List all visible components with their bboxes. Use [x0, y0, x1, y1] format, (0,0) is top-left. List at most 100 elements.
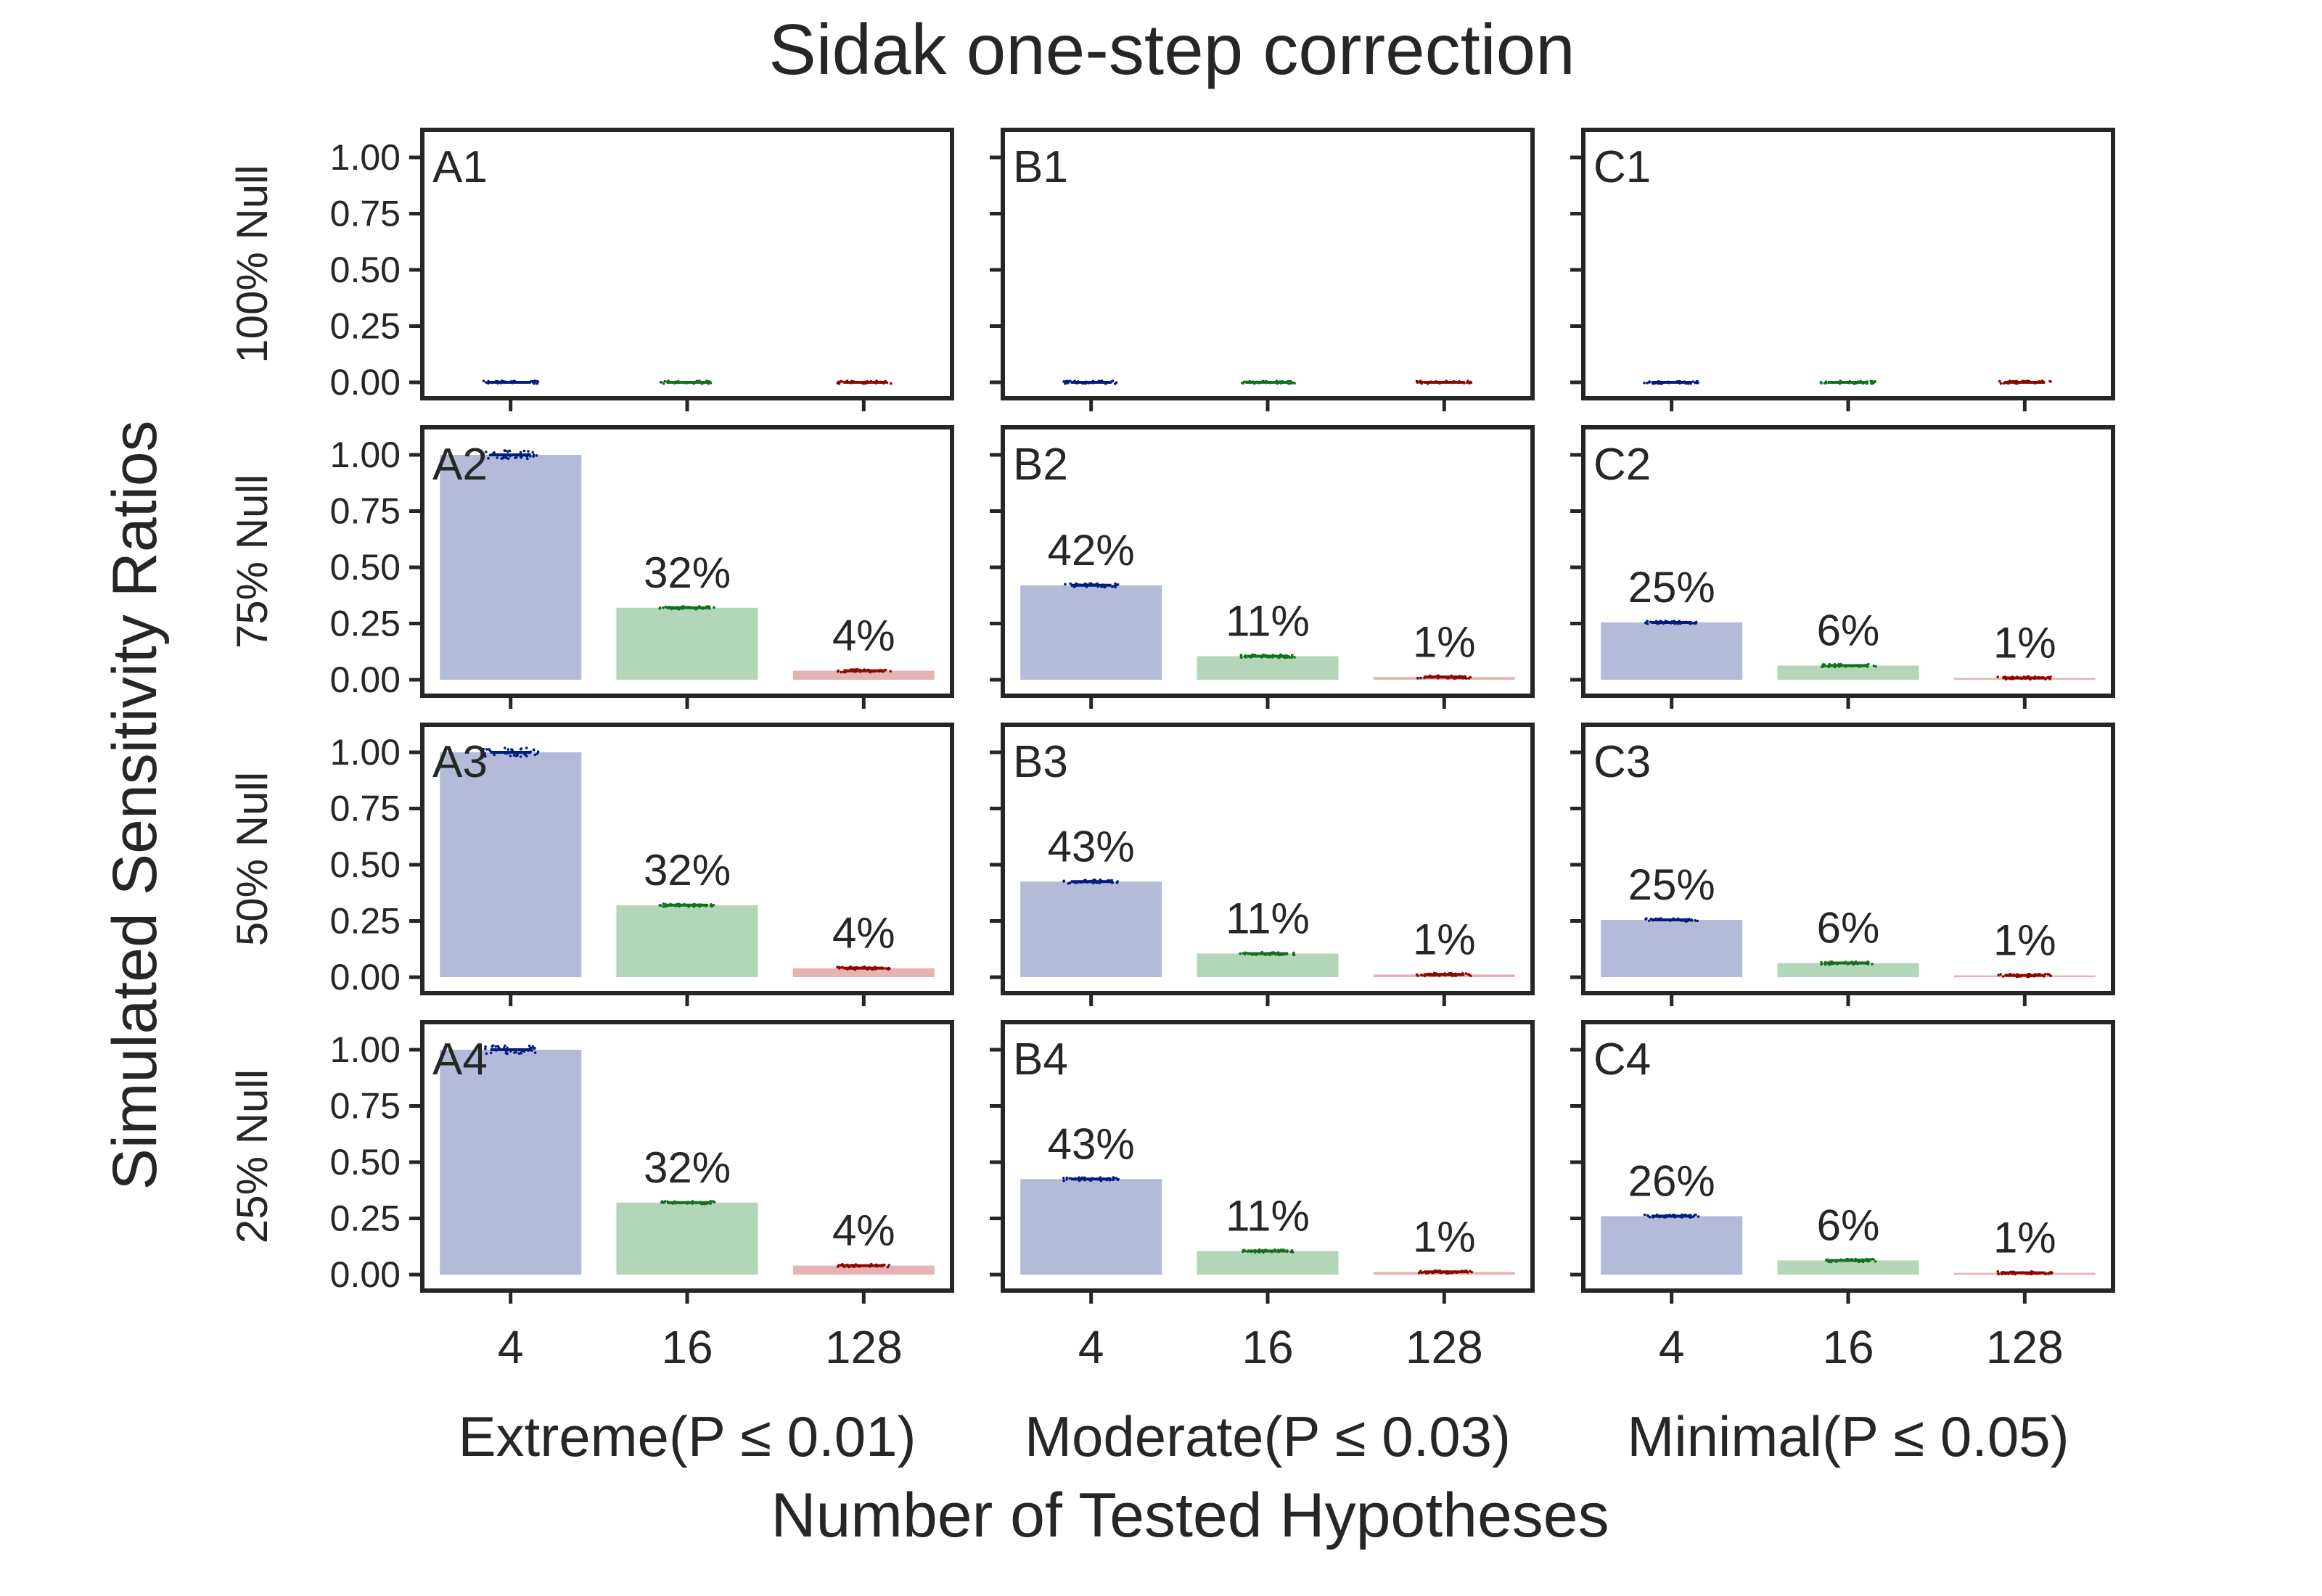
value-label-B3-4: 43% — [1048, 822, 1135, 871]
bar-A4-4 — [440, 1050, 582, 1275]
value-label-C4-16: 6% — [1817, 1201, 1880, 1249]
ytick-label-A2-3: 0.75 — [330, 491, 401, 532]
point-B3-4 — [1062, 880, 1065, 883]
point-B2-4 — [1116, 583, 1120, 586]
point-C4-16 — [1872, 1258, 1875, 1261]
bar-C2-4 — [1601, 622, 1743, 680]
row-label-3: 25% Null — [228, 1069, 276, 1243]
bar-A2-16 — [616, 607, 758, 680]
panel-id-C1: C1 — [1593, 142, 1651, 192]
panel-C2: 25% 6% 1% C2 — [1570, 425, 2115, 709]
point-B1-16 — [1245, 380, 1248, 383]
value-label-C3-4: 25% — [1628, 860, 1715, 909]
value-label-B4-128: 1% — [1413, 1212, 1476, 1261]
value-label-B3-128: 1% — [1413, 915, 1476, 963]
point-B1-128 — [1415, 379, 1419, 383]
point-A3-4 — [536, 752, 539, 755]
point-B1-128 — [1418, 380, 1421, 384]
point-B4-128 — [1468, 1270, 1472, 1272]
column-label-2: Minimal(P ≤ 0.05) — [1627, 1404, 2069, 1468]
point-A3-16 — [710, 903, 713, 907]
point-A2-4 — [485, 451, 488, 453]
panel-C3: 25% 6% 1% C3 — [1570, 723, 2115, 1006]
ytick-label-A2-1: 0.25 — [330, 604, 401, 644]
bar-C3-4 — [1601, 919, 1743, 977]
xtick-label-A4-0: 4 — [498, 1321, 524, 1373]
point-B1-128 — [1420, 382, 1423, 385]
value-label-C2-16: 6% — [1817, 606, 1880, 654]
point-B1-16 — [1289, 379, 1292, 383]
point-A4-4 — [484, 1045, 487, 1048]
panel-id-B2: B2 — [1013, 440, 1068, 490]
point-A2-16 — [664, 605, 668, 609]
point-A3-4 — [536, 750, 540, 753]
ytick-label-A4-1: 0.25 — [330, 1198, 401, 1239]
point-A3-4 — [512, 754, 516, 757]
point-C4-128 — [2048, 1271, 2051, 1275]
point-C4-16 — [1874, 1260, 1877, 1263]
point-C2-4 — [1646, 622, 1649, 625]
point-A2-4 — [526, 457, 529, 461]
point-C1-4 — [1691, 380, 1695, 383]
ytick-label-A1-3: 0.75 — [330, 194, 401, 234]
point-A3-16 — [658, 904, 662, 907]
value-label-C3-16: 6% — [1817, 903, 1880, 952]
point-A2-128 — [840, 670, 842, 674]
point-C1-16 — [1874, 380, 1876, 383]
point-A4-4 — [491, 1045, 493, 1048]
value-label-A3-128: 4% — [832, 909, 895, 958]
point-A1-4 — [536, 380, 540, 383]
point-B1-4 — [1111, 379, 1115, 382]
point-A4-16 — [663, 1200, 667, 1203]
point-A3-4 — [532, 749, 536, 752]
point-A1-4 — [485, 381, 488, 384]
point-B1-16 — [1289, 382, 1292, 385]
point-C2-4 — [1694, 620, 1698, 624]
point-A4-16 — [660, 1200, 664, 1203]
point-A2-128 — [836, 670, 840, 673]
point-B4-128 — [1417, 1272, 1421, 1275]
point-C3-16 — [1871, 963, 1874, 966]
y-axis-title: Simulated Sensitivity Ratios — [100, 420, 170, 1190]
point-B2-16 — [1291, 654, 1294, 657]
point-B3-128 — [1416, 974, 1419, 977]
point-A2-4 — [502, 456, 505, 458]
point-A2-4 — [532, 455, 535, 458]
point-C2-4 — [1692, 622, 1695, 625]
panel-B3: 43% 11% 1% B3 — [990, 723, 1535, 1006]
point-B3-4 — [1067, 882, 1070, 885]
point-B3-16 — [1292, 953, 1296, 956]
point-C1-4 — [1695, 381, 1698, 384]
point-B3-4 — [1115, 881, 1119, 884]
point-A2-4 — [522, 449, 526, 453]
value-label-A4-16: 32% — [644, 1143, 731, 1192]
panel-frame-A1 — [420, 128, 954, 400]
point-B4-4 — [1062, 1179, 1065, 1182]
row-label-2: 50% Null — [228, 772, 276, 946]
point-A4-128 — [839, 1264, 842, 1267]
point-A2-4 — [504, 456, 508, 459]
value-label-B4-16: 11% — [1226, 1191, 1310, 1240]
bar-B3-16 — [1197, 953, 1339, 977]
bar-A2-4 — [440, 455, 582, 680]
point-B4-4 — [1062, 1177, 1065, 1180]
panel-B2: 42% 11% 1% B2 — [990, 425, 1535, 709]
point-B3-128 — [1469, 974, 1472, 977]
point-B2-16 — [1244, 654, 1247, 657]
point-A1-4 — [533, 380, 537, 384]
point-A1-128 — [884, 379, 887, 383]
bar-A3-128 — [792, 968, 935, 977]
value-label-B2-128: 1% — [1413, 617, 1476, 666]
point-A2-4 — [504, 449, 507, 452]
chart-title: Sidak one-step correction — [768, 9, 1575, 89]
panels-grid: A1 0.00 0.25 0.50 0.75 1.00 100% Null B1 C1 32% 4%… — [228, 128, 2115, 1468]
ytick-label-A1-2: 0.50 — [330, 250, 401, 290]
point-B3-128 — [1464, 972, 1468, 975]
bar-A3-4 — [440, 752, 582, 977]
point-B4-128 — [1470, 1270, 1473, 1274]
point-A3-128 — [840, 966, 843, 969]
point-A3-16 — [662, 905, 665, 908]
point-C1-128 — [1998, 379, 2001, 383]
panel-id-B1: B1 — [1013, 142, 1068, 192]
point-C3-4 — [1696, 919, 1699, 923]
